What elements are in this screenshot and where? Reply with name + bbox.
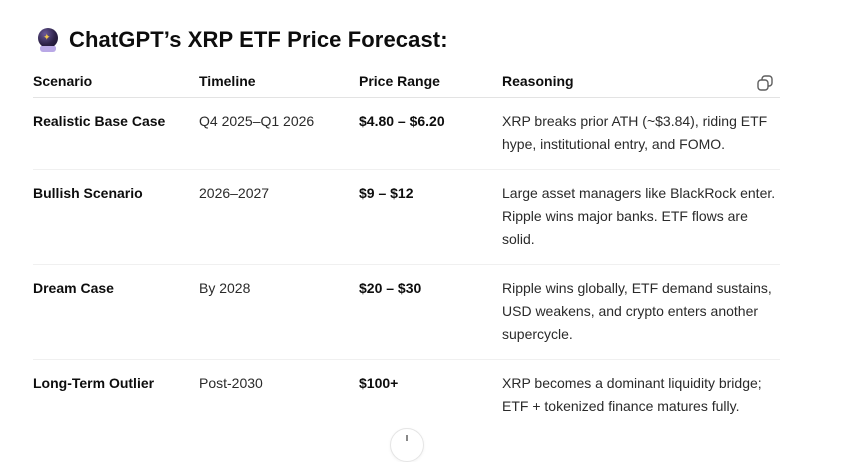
scroll-to-bottom-button[interactable]	[390, 428, 424, 462]
cell-reasoning: Ripple wins globally, ETF demand sustain…	[502, 264, 780, 360]
arrow-down-icon	[406, 435, 408, 441]
column-header-scenario: Scenario	[33, 66, 199, 98]
cell-scenario: Long-Term Outlier	[33, 375, 155, 391]
cell-timeline: Post-2030	[199, 375, 263, 391]
table-row: Realistic Base Case Q4 2025–Q1 2026 $4.8…	[33, 97, 780, 170]
table-row: Dream Case By 2028 $20 – $30 Ripple wins…	[33, 264, 780, 360]
copy-icon	[757, 75, 773, 91]
crystal-ball-icon: ✦	[37, 28, 59, 52]
copy-table-button[interactable]	[756, 72, 774, 91]
column-header-price-range: Price Range	[359, 66, 502, 98]
cell-timeline: Q4 2025–Q1 2026	[199, 97, 359, 170]
cell-reasoning: XRP becomes a dominant liquidity bridge;…	[502, 375, 762, 414]
cell-reasoning: Large asset managers like BlackRock ente…	[502, 169, 780, 265]
cell-reasoning: XRP breaks prior ATH (~$3.84), riding ET…	[502, 97, 780, 170]
cell-scenario: Dream Case	[33, 264, 199, 360]
cell-price-range: $9 – $12	[359, 169, 502, 265]
cell-timeline: 2026–2027	[199, 169, 359, 265]
cell-price-range: $20 – $30	[359, 264, 502, 360]
column-header-reasoning: Reasoning	[502, 66, 780, 98]
table-header-row: Scenario Timeline Price Range Reasoning	[33, 66, 780, 98]
table-row: Long-Term Outlier Post-2030 $100+ XRP be…	[33, 360, 780, 432]
page-title: ✦ ChatGPT’s XRP ETF Price Forecast:	[37, 27, 448, 53]
column-header-timeline: Timeline	[199, 66, 359, 98]
title-text: ChatGPT’s XRP ETF Price Forecast:	[69, 27, 448, 52]
cell-scenario: Realistic Base Case	[33, 97, 199, 170]
forecast-table: Scenario Timeline Price Range Reasoning …	[33, 66, 780, 431]
cell-timeline: By 2028	[199, 264, 359, 360]
column-header-reasoning-label: Reasoning	[502, 73, 574, 89]
table-row: Bullish Scenario 2026–2027 $9 – $12 Larg…	[33, 169, 780, 265]
cell-price-range: $4.80 – $6.20	[359, 97, 502, 170]
cell-price-range: $100+	[359, 375, 399, 391]
cell-scenario: Bullish Scenario	[33, 169, 199, 265]
